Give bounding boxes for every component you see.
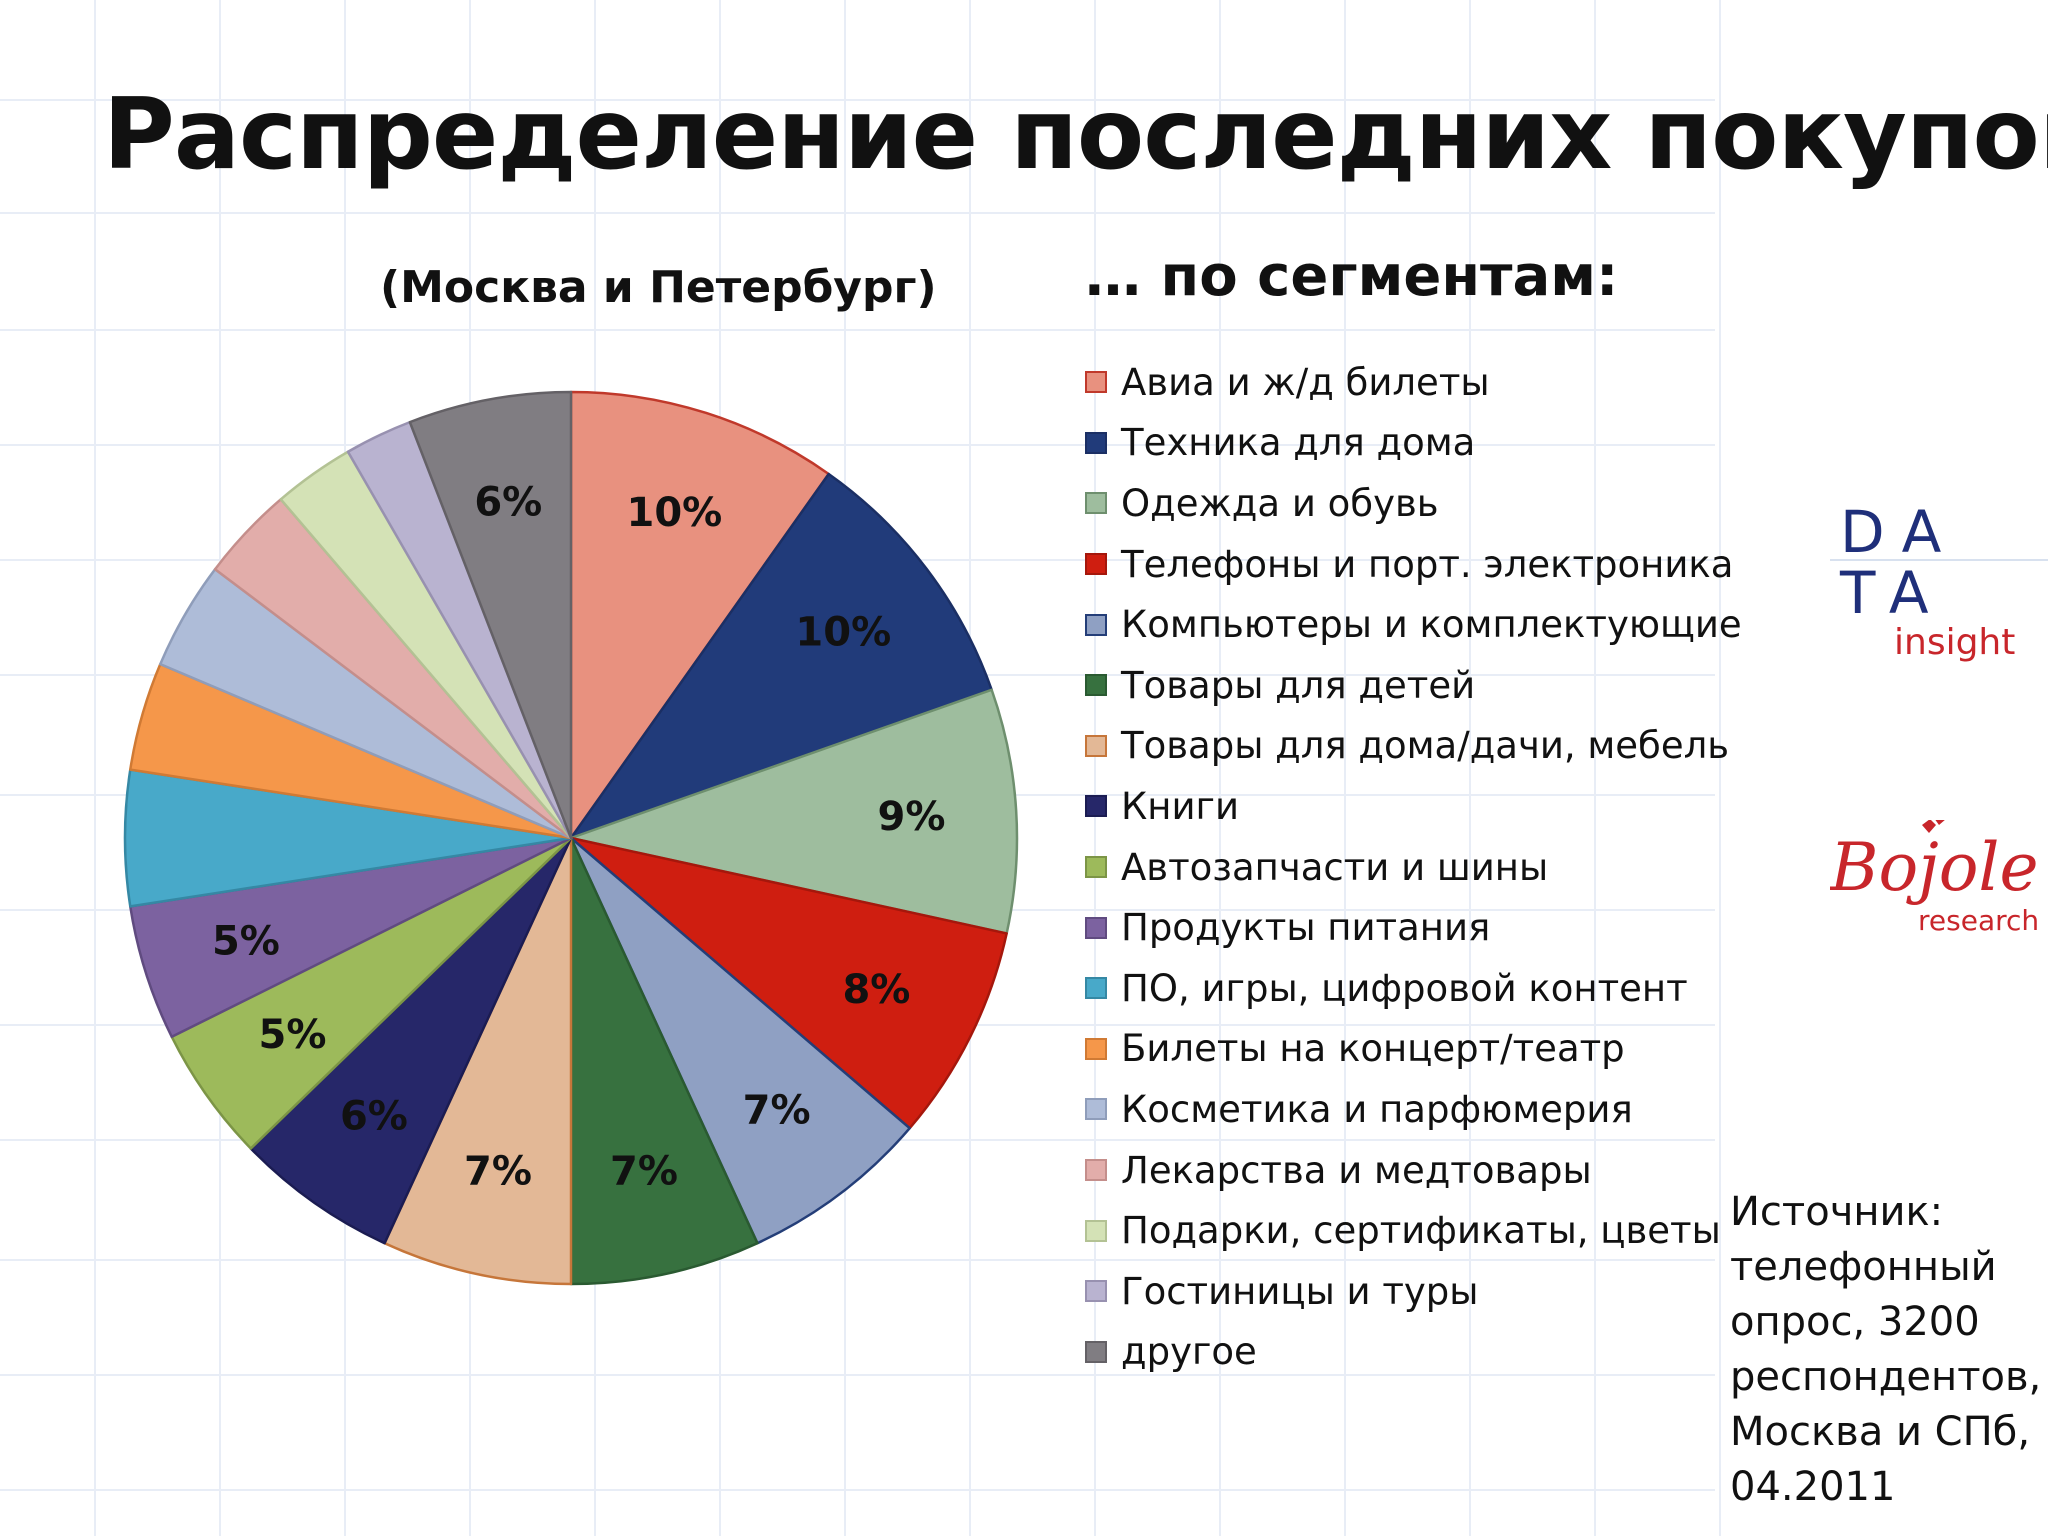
legend-label: Товары для дома/дачи, мебель xyxy=(1121,724,1730,768)
legend-swatch xyxy=(1085,856,1107,879)
pie-slice xyxy=(569,836,911,1245)
slice-data-label: 10% xyxy=(795,609,891,655)
legend-swatch xyxy=(1085,431,1107,454)
chart-subtitle: (Москва и Петербург) xyxy=(380,262,937,313)
legend-swatch xyxy=(1085,613,1107,636)
legend-swatch xyxy=(1085,916,1107,939)
data-logo-line2: TA xyxy=(1839,559,1947,627)
legend-swatch xyxy=(1085,1037,1107,1060)
legend-swatch xyxy=(1085,371,1107,394)
legend-item: Гостиницы и туры xyxy=(1085,1261,1742,1322)
legend-label: Лекарства и медтовары xyxy=(1121,1148,1592,1192)
legend-swatch xyxy=(1085,734,1107,757)
legend-label: Подарки, сертификаты, цветы xyxy=(1121,1209,1721,1253)
source-note: Источник: телефонный опрос, 3200 респонд… xyxy=(1730,1189,2042,1510)
legend-label: Авиа и ж/д билеты xyxy=(1121,360,1490,404)
slice-data-label: 6% xyxy=(474,480,542,526)
legend-label: Компьютеры и комплектующие xyxy=(1121,603,1742,647)
slice-data-label: 8% xyxy=(842,967,910,1013)
legend-label: Билеты на концерт/театр xyxy=(1121,1027,1625,1071)
pie-slice xyxy=(569,390,830,840)
legend-item: Автозапчасти и шины xyxy=(1085,837,1742,898)
legend-swatch xyxy=(1085,1159,1107,1182)
legend-swatch xyxy=(1085,1219,1107,1242)
legend-swatch xyxy=(1085,1280,1107,1303)
legend-swatch xyxy=(1085,553,1107,576)
pie-slice xyxy=(408,390,573,840)
slice-data-label: 7% xyxy=(743,1087,811,1133)
legend-item: Билеты на концерт/театр xyxy=(1085,1019,1742,1080)
legend-label: Одежда и обувь xyxy=(1121,481,1439,525)
legend-label: Книги xyxy=(1121,784,1239,828)
legend-item: Товары для дома/дачи, мебель xyxy=(1085,716,1742,777)
slice-data-label: 5% xyxy=(259,1012,327,1058)
legend-item: Авиа и ж/д билеты xyxy=(1085,352,1742,413)
legend-label: ПО, игры, цифровой контент xyxy=(1121,966,1688,1010)
legend-swatch xyxy=(1085,1340,1107,1363)
bojole-logo-word: research xyxy=(1918,904,2039,937)
slice-data-label: 5% xyxy=(212,918,280,964)
legend-item: Техника для дома xyxy=(1085,413,1742,474)
legend-item: Лекарства и медтовары xyxy=(1085,1140,1742,1201)
legend-title: … по сегментам: xyxy=(1085,244,1619,309)
slice-data-label: 7% xyxy=(464,1148,532,1194)
data-logo-word: insight xyxy=(1894,622,2015,663)
page-title: Распределение последних покупок xyxy=(103,78,2048,192)
legend-swatch xyxy=(1085,795,1107,818)
slice-data-label: 7% xyxy=(610,1148,678,1194)
legend-label: Техника для дома xyxy=(1121,421,1476,465)
legend-item: другое xyxy=(1085,1322,1742,1383)
pie-slice xyxy=(383,836,573,1286)
pie-slice xyxy=(569,836,1008,1130)
data-insight-logo: DA TA insight xyxy=(1830,500,2048,663)
pie-slice xyxy=(569,836,759,1286)
grape-icon xyxy=(1922,820,1945,833)
legend-item: Косметика и парфюмерия xyxy=(1085,1079,1742,1140)
legend-swatch xyxy=(1085,674,1107,697)
legend-item: Одежда и обувь xyxy=(1085,473,1742,534)
legend-item: Компьютеры и комплектующие xyxy=(1085,594,1742,655)
legend-item: Товары для детей xyxy=(1085,655,1742,716)
legend-label: Продукты питания xyxy=(1121,906,1491,950)
legend-label: Автозапчасти и шины xyxy=(1121,845,1549,889)
legend-swatch xyxy=(1085,977,1107,1000)
legend-label: Товары для детей xyxy=(1121,663,1476,707)
bojole-logo-script: Bojole xyxy=(1830,829,2039,906)
slice-data-label: 6% xyxy=(340,1094,408,1140)
pie-slice xyxy=(249,836,573,1245)
legend-item: Подарки, сертификаты, цветы xyxy=(1085,1200,1742,1261)
legend-item: Продукты питания xyxy=(1085,897,1742,958)
legend-label: Гостиницы и туры xyxy=(1121,1269,1479,1313)
legend-label: другое xyxy=(1121,1330,1257,1374)
legend-item: ПО, игры, цифровой контент xyxy=(1085,958,1742,1019)
pie-slice xyxy=(569,472,993,840)
data-logo-line1: DA xyxy=(1840,500,1959,566)
legend-label: Телефоны и порт. электроника xyxy=(1121,542,1734,586)
legend-swatch xyxy=(1085,492,1107,515)
slice-data-label: 10% xyxy=(627,490,723,536)
legend-item: Телефоны и порт. электроника xyxy=(1085,534,1742,595)
chart-legend: Авиа и ж/д билеты Техника для дома Одежда … xyxy=(1085,352,1742,1382)
slice-data-label: 9% xyxy=(878,794,946,840)
legend-swatch xyxy=(1085,1098,1107,1121)
pie-slice xyxy=(569,688,1019,935)
bojole-research-logo: Bojole research xyxy=(1830,820,2039,937)
legend-label: Косметика и парфюмерия xyxy=(1121,1087,1633,1131)
legend-item: Книги xyxy=(1085,776,1742,837)
